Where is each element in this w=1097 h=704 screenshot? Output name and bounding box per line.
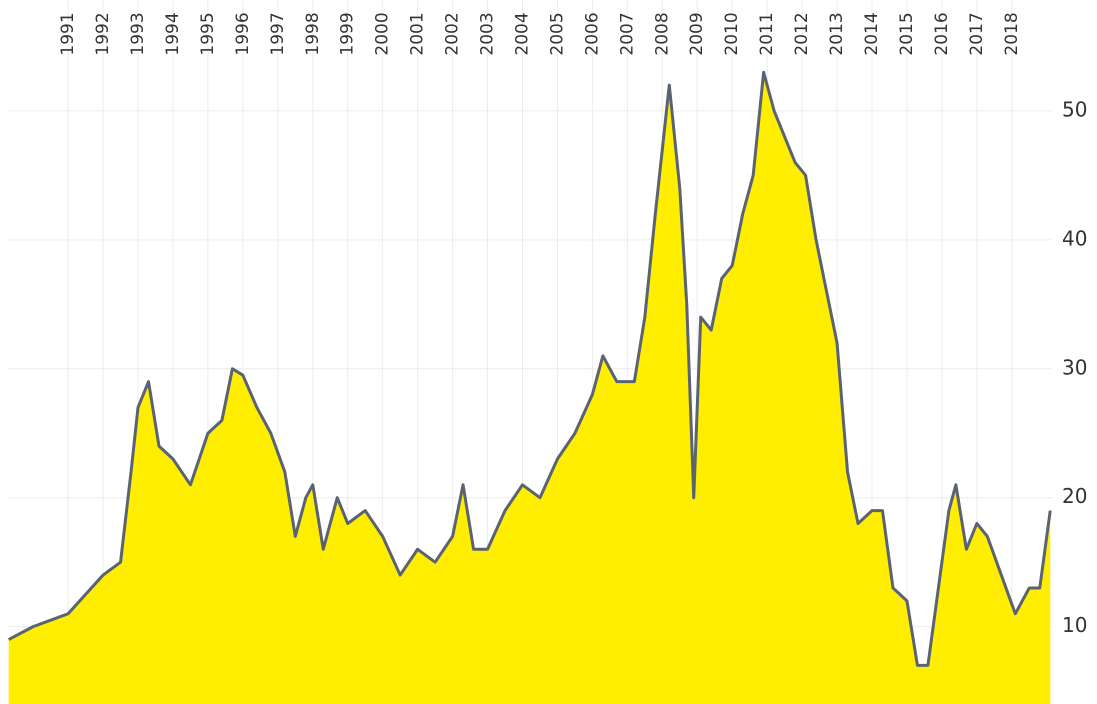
x-tick-label: 2016 [932,12,952,55]
y-tick-label: 50 [1062,97,1087,121]
x-tick-label: 2008 [652,12,672,55]
x-tick-label: 1998 [303,12,323,55]
x-tick-label: 1993 [128,12,148,55]
x-tick-label: 2001 [408,12,428,55]
x-tick-label: 2012 [792,12,812,55]
y-tick-label: 10 [1062,613,1087,637]
x-tick-label: 2009 [687,12,707,55]
x-tick-label: 2003 [478,12,498,55]
x-tick-label: 2013 [827,12,847,55]
y-tick-label: 20 [1062,484,1087,508]
x-tick-label: 2005 [547,12,567,55]
x-tick-label: 2015 [897,12,917,55]
x-tick-label: 2007 [617,12,637,55]
x-tick-label: 2000 [373,12,393,55]
x-tick-label: 2004 [512,12,532,55]
x-tick-label: 1995 [198,12,218,55]
x-tick-label: 2002 [443,12,463,55]
x-tick-label: 1999 [338,12,358,55]
x-tick-label: 2011 [757,12,777,55]
x-tick-label: 1991 [58,12,78,55]
x-tick-label: 1994 [163,12,183,55]
x-tick-label: 2017 [967,12,987,55]
x-tick-label: 2018 [1002,12,1022,55]
area [8,72,1051,704]
x-tick-label: 1992 [93,12,113,55]
x-tick-label: 2010 [722,12,742,55]
y-tick-label: 30 [1062,355,1087,379]
x-tick-label: 1996 [233,12,253,55]
x-tick-label: 2014 [862,12,882,55]
y-tick-label: 40 [1062,226,1087,250]
x-tick-label: 1997 [268,12,288,55]
x-tick-label: 2006 [582,12,602,55]
line [7,70,1052,667]
